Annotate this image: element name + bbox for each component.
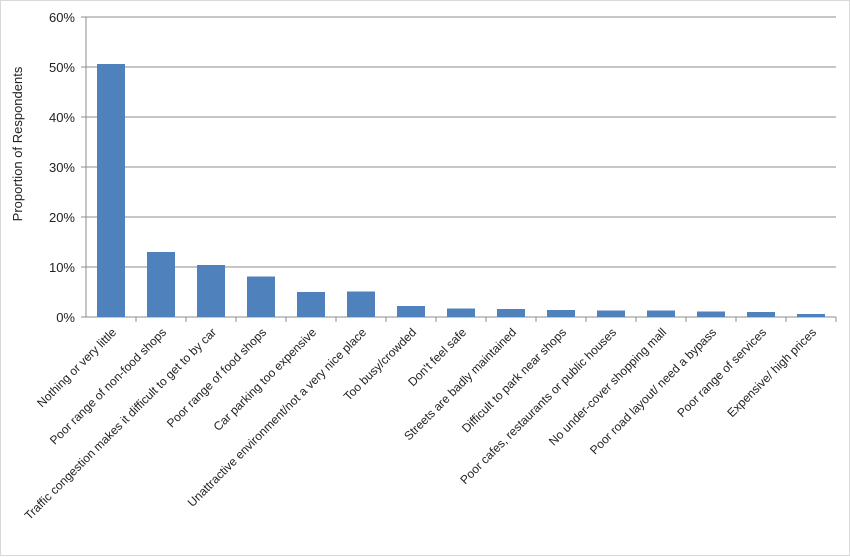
y-tick-labels: 0% 10% 20% 30% 40% 50% 60% [49,10,75,325]
bar [97,64,125,317]
bar [747,312,775,317]
y-tick-label: 40% [49,110,75,125]
y-tick-label: 30% [49,160,75,175]
bar [497,309,525,317]
y-tick-label: 0% [56,310,75,325]
bar [547,310,575,317]
x-tick-label: Car parking too expensive [211,325,320,434]
bar [647,310,675,317]
x-tick-label: Poor range of food shops [164,325,269,430]
bar [197,265,225,317]
x-tick-label: Difficult to park near shops [459,325,569,435]
y-tick-label: 10% [49,260,75,275]
bar [347,291,375,317]
gridlines [81,16,836,318]
y-tick-label: 50% [49,60,75,75]
y-tick-label: 20% [49,210,75,225]
bar [797,314,825,317]
x-tick-label: Expensive/ high prices [724,325,819,420]
x-tick-label: Unattractive environment/not a very nice… [185,325,370,510]
bar [297,292,325,317]
bar [397,306,425,317]
bars [97,64,825,317]
y-axis-label: Proportion of Respondents [10,66,25,221]
bar [247,276,275,317]
x-tick-label: Poor range of services [674,325,769,420]
bar [697,311,725,317]
bar [147,252,175,317]
y-tick-label: 60% [49,10,75,25]
bar [597,310,625,317]
x-tick-label: Traffic congestion makes it difficult to… [22,325,219,522]
bar [447,308,475,317]
